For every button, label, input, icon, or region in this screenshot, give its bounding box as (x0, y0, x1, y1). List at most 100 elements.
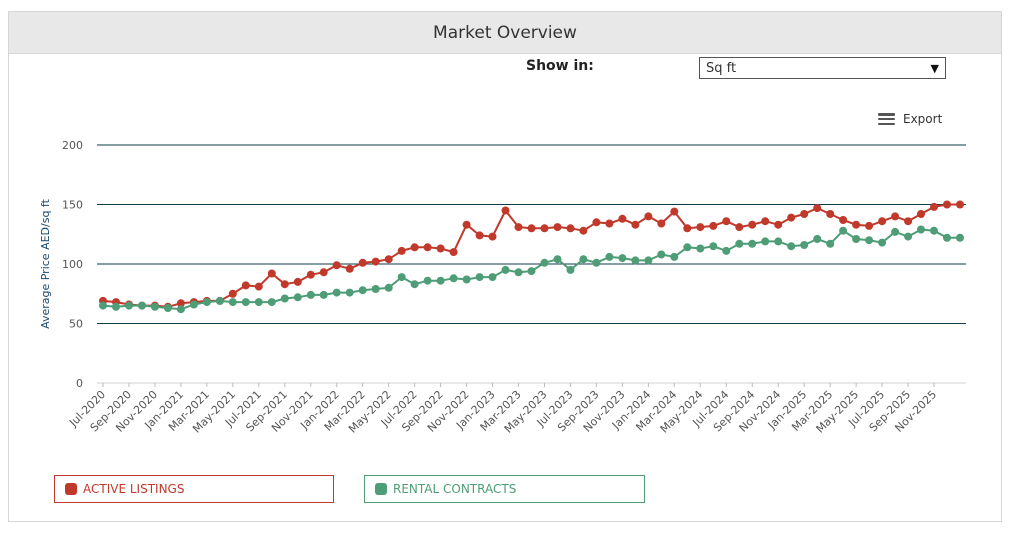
data-point-active (306, 270, 315, 279)
legend-rental-contracts[interactable]: RENTAL CONTRACTS (364, 475, 645, 503)
data-point-active (410, 243, 419, 252)
data-point-rental (813, 235, 822, 243)
data-point-rental (112, 302, 120, 311)
data-point-active (670, 207, 679, 216)
data-point-rental (553, 255, 562, 264)
data-point-active (501, 206, 510, 215)
data-point-rental (99, 301, 107, 310)
data-point-rental (306, 290, 315, 299)
data-point-rental (891, 227, 900, 236)
data-point-rental (514, 268, 523, 277)
data-point-rental (696, 244, 705, 253)
data-point-active (384, 255, 393, 264)
data-point-rental (423, 276, 432, 285)
data-point-rental (163, 304, 172, 312)
y-axis-title: Average Price AED/sq ft (39, 198, 52, 329)
data-point-active (761, 217, 770, 226)
data-point-active (579, 226, 588, 235)
data-point-active (423, 243, 432, 252)
data-point-active (930, 202, 938, 211)
data-point-rental (839, 226, 848, 235)
data-point-active (254, 282, 263, 291)
data-point-active (592, 218, 601, 227)
panel-header: Market Overview (9, 12, 1001, 54)
data-point-rental (683, 243, 692, 252)
data-point-rental (371, 285, 380, 293)
data-point-rental (384, 283, 393, 292)
data-point-active (475, 231, 484, 240)
data-point-rental (462, 275, 471, 284)
data-point-rental (774, 237, 783, 246)
data-point-rental (410, 280, 419, 289)
data-point-rental (566, 265, 575, 274)
data-point-rental (267, 298, 276, 307)
data-point-active (488, 232, 497, 241)
data-point-rental (436, 276, 445, 285)
show-in-label: Show in: (526, 58, 594, 74)
data-point-active (787, 213, 796, 222)
legend-swatch-rental (375, 483, 387, 495)
data-point-active (540, 224, 549, 233)
data-point-active (514, 223, 523, 232)
data-point-active (566, 224, 575, 233)
unit-select[interactable]: Sq ft ▼ (699, 57, 946, 79)
data-point-active (332, 261, 341, 270)
data-point-rental (540, 258, 549, 267)
y-tick-label: 50 (69, 318, 83, 331)
data-point-rental (215, 296, 224, 305)
data-point-active (657, 219, 666, 228)
data-point-active (839, 216, 848, 224)
unit-select-value: Sq ft (706, 60, 737, 76)
data-point-active (813, 204, 822, 213)
data-point-active (852, 220, 861, 229)
data-point-active (436, 244, 445, 253)
data-point-active (748, 220, 757, 229)
data-point-rental (579, 255, 588, 264)
data-point-active (878, 217, 887, 226)
data-point-rental (488, 273, 497, 282)
data-point-rental (800, 241, 809, 249)
data-point-active (956, 200, 964, 209)
export-button[interactable]: Export (874, 110, 947, 128)
data-point-rental (657, 250, 666, 259)
data-point-active (358, 258, 367, 267)
data-point-active (553, 223, 562, 232)
legend-label-rental: RENTAL CONTRACTS (393, 482, 517, 496)
data-point-active (800, 210, 809, 218)
y-tick-label: 0 (76, 377, 83, 390)
data-point-rental (202, 298, 211, 307)
data-point-rental (670, 252, 679, 261)
data-point-rental (150, 302, 159, 311)
data-point-active (917, 210, 925, 218)
data-point-rental (618, 254, 627, 263)
data-point-active (891, 212, 900, 221)
data-point-rental (254, 298, 263, 307)
y-tick-label: 150 (62, 199, 83, 212)
legend-swatch-active (65, 483, 77, 495)
y-tick-label: 100 (62, 258, 83, 271)
data-point-rental (605, 252, 614, 261)
legend-active-listings[interactable]: ACTIVE LISTINGS (54, 475, 334, 503)
data-point-active (904, 217, 913, 226)
data-point-rental (735, 239, 744, 248)
data-point-active (228, 289, 237, 298)
data-point-active (241, 281, 250, 290)
data-point-rental (930, 226, 938, 235)
data-point-active (696, 223, 705, 232)
data-point-rental (865, 236, 874, 245)
data-point-rental (358, 286, 367, 295)
data-point-active (644, 212, 653, 221)
data-point-active (605, 219, 614, 228)
data-point-active (618, 214, 627, 223)
data-point-rental (904, 232, 913, 241)
data-point-rental (125, 301, 133, 310)
data-point-active (293, 277, 302, 286)
data-point-active (722, 217, 731, 226)
data-point-rental (228, 298, 237, 307)
data-point-active (709, 221, 718, 230)
data-point-rental (943, 233, 951, 242)
data-point-active (176, 299, 185, 308)
data-point-rental (189, 300, 198, 309)
data-point-rental (709, 242, 718, 251)
data-point-active (449, 248, 458, 257)
